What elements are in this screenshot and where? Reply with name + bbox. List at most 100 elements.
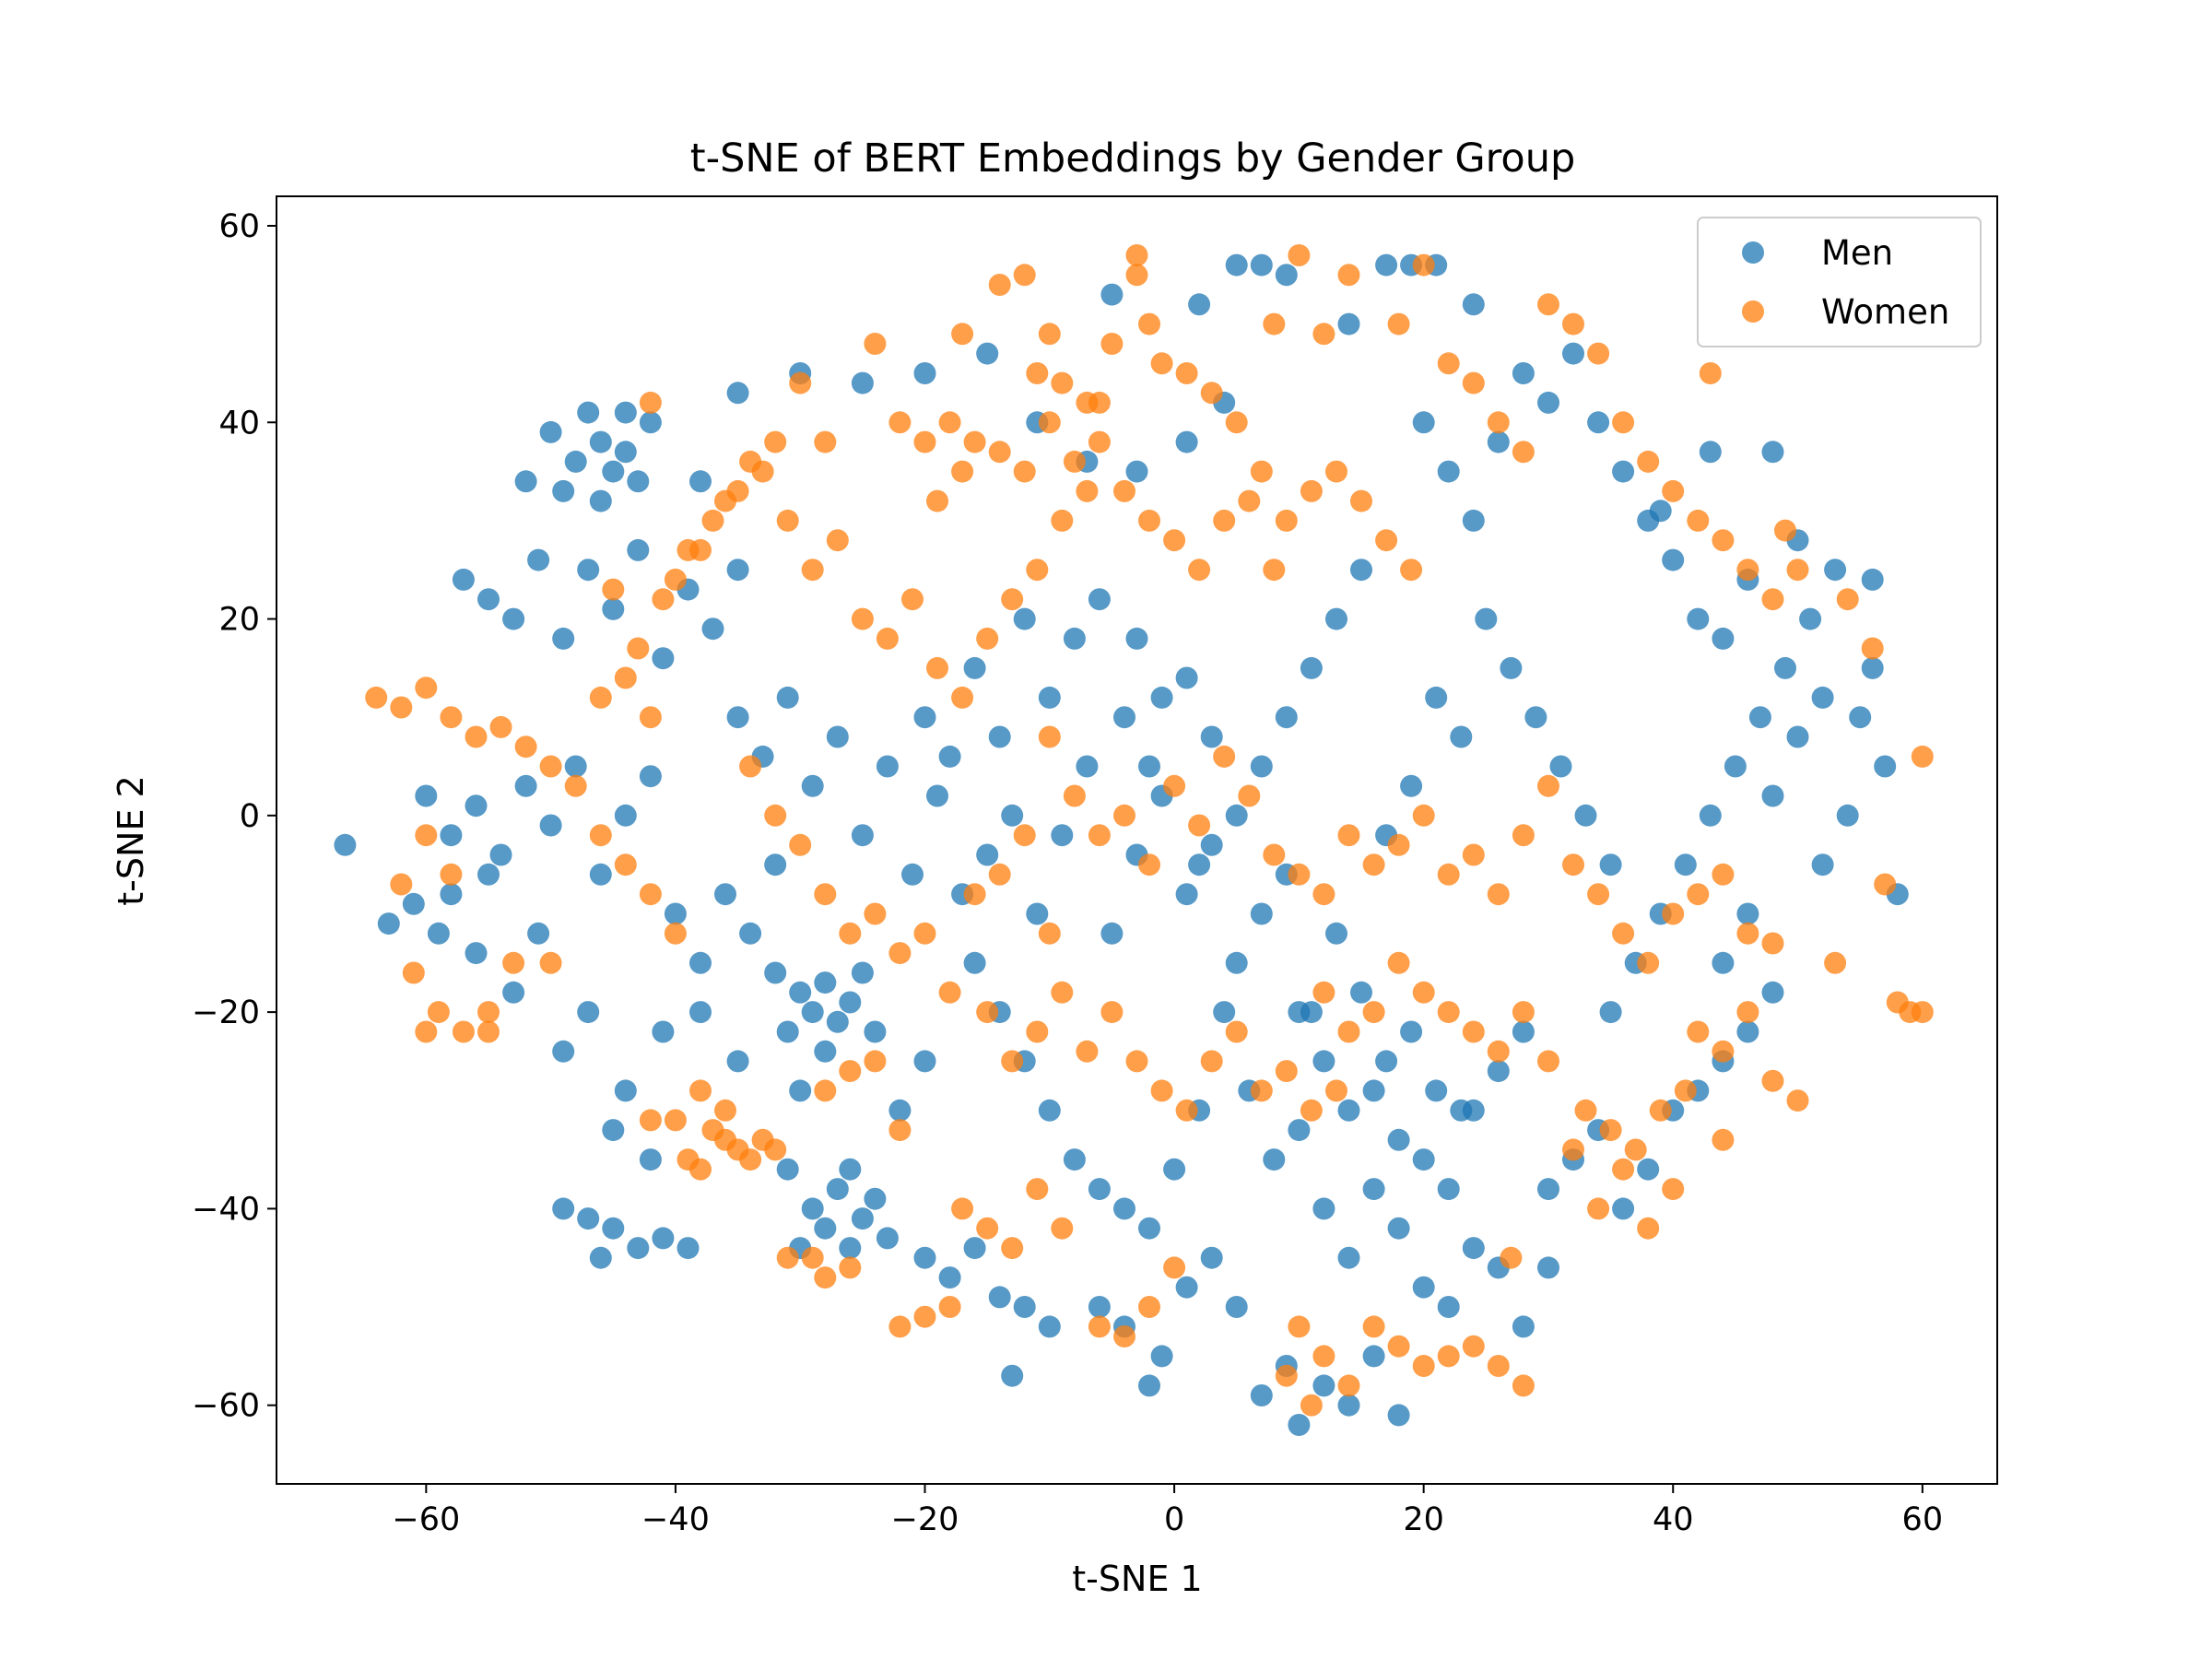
data-point — [1761, 588, 1784, 611]
legend-marker-men — [1742, 241, 1764, 264]
chart-title: t-SNE of BERT Embeddings by Gender Group — [690, 135, 1576, 182]
data-point — [1175, 883, 1198, 906]
data-point — [1125, 264, 1148, 287]
data-point — [1088, 1315, 1111, 1338]
y-tick-label: −20 — [192, 994, 260, 1031]
data-point — [726, 559, 749, 582]
data-point — [1312, 1050, 1335, 1073]
data-point — [1100, 1001, 1124, 1024]
data-point — [1100, 283, 1124, 306]
y-tick-label: 20 — [218, 602, 260, 639]
data-point — [1038, 411, 1061, 434]
data-point — [1649, 1099, 1672, 1122]
legend: Men Women — [1697, 217, 1982, 347]
data-point — [1013, 607, 1036, 630]
data-point — [814, 1217, 837, 1240]
data-point — [1375, 529, 1398, 552]
data-point — [639, 1148, 662, 1171]
data-point — [639, 883, 662, 906]
data-point — [701, 509, 724, 532]
data-point — [689, 951, 712, 974]
data-point — [976, 627, 999, 650]
data-point — [1312, 981, 1335, 1004]
data-point — [714, 489, 736, 512]
data-point — [951, 323, 974, 346]
data-point — [1250, 460, 1273, 483]
data-point — [689, 538, 712, 561]
data-point — [1200, 725, 1223, 748]
data-point — [1213, 1001, 1236, 1024]
data-point — [664, 568, 687, 591]
data-point — [1437, 352, 1460, 375]
data-point — [1150, 352, 1173, 375]
data-point — [452, 1020, 475, 1043]
data-point — [1437, 1178, 1460, 1201]
data-point — [477, 1020, 500, 1043]
data-point — [1712, 627, 1735, 650]
data-point — [1113, 479, 1135, 502]
data-point — [1687, 883, 1710, 906]
data-point — [1699, 804, 1722, 827]
data-point — [1712, 1040, 1735, 1063]
data-point — [1125, 627, 1148, 650]
data-point — [427, 1001, 450, 1024]
data-point — [1487, 883, 1510, 906]
data-point — [1175, 430, 1198, 453]
data-point — [627, 470, 650, 493]
data-point — [1175, 1099, 1198, 1122]
data-point — [1076, 391, 1099, 414]
data-point — [1362, 1345, 1385, 1368]
x-tick-label: −20 — [891, 1501, 959, 1538]
data-point — [789, 981, 812, 1004]
data-point — [1662, 902, 1685, 925]
data-point — [1512, 824, 1535, 847]
data-point — [1263, 843, 1286, 866]
data-point — [1412, 253, 1435, 276]
data-point — [689, 1158, 712, 1181]
data-point — [1051, 509, 1074, 532]
data-point — [1312, 1374, 1335, 1397]
data-point — [1100, 333, 1124, 355]
data-point — [839, 1060, 862, 1083]
data-point — [1001, 1050, 1024, 1073]
data-point — [1362, 853, 1385, 877]
legend-label-men: Men — [1821, 233, 1893, 273]
data-point — [1487, 1060, 1510, 1083]
data-point — [888, 1119, 912, 1142]
data-point — [1163, 529, 1186, 552]
data-point — [1337, 312, 1360, 335]
data-point — [1462, 1237, 1485, 1260]
data-point — [1612, 922, 1635, 945]
data-point — [1088, 588, 1111, 611]
data-point — [1911, 1001, 1934, 1024]
data-point — [1824, 559, 1847, 582]
data-point — [514, 470, 537, 493]
data-point — [1487, 1040, 1510, 1063]
data-point — [1225, 1296, 1248, 1318]
data-point — [390, 873, 413, 896]
data-point — [913, 1305, 936, 1328]
data-point — [1562, 312, 1584, 335]
data-point — [1687, 509, 1710, 532]
data-point — [864, 1050, 887, 1073]
data-point — [1387, 1217, 1410, 1240]
data-point — [739, 755, 762, 778]
data-point — [839, 1158, 862, 1181]
data-point — [1026, 1020, 1049, 1043]
data-point — [1350, 559, 1372, 582]
data-point — [1699, 362, 1722, 384]
data-point — [1013, 1296, 1036, 1318]
data-point — [1188, 559, 1211, 582]
data-point — [1450, 725, 1473, 748]
data-point — [839, 1237, 862, 1260]
data-point — [1724, 755, 1747, 778]
data-point — [415, 1020, 438, 1043]
data-point — [1138, 509, 1160, 532]
data-point — [1462, 509, 1485, 532]
data-point — [951, 460, 974, 483]
data-point — [1150, 686, 1173, 709]
data-point — [1512, 1374, 1535, 1397]
data-point — [465, 794, 488, 818]
data-point — [1799, 607, 1822, 630]
